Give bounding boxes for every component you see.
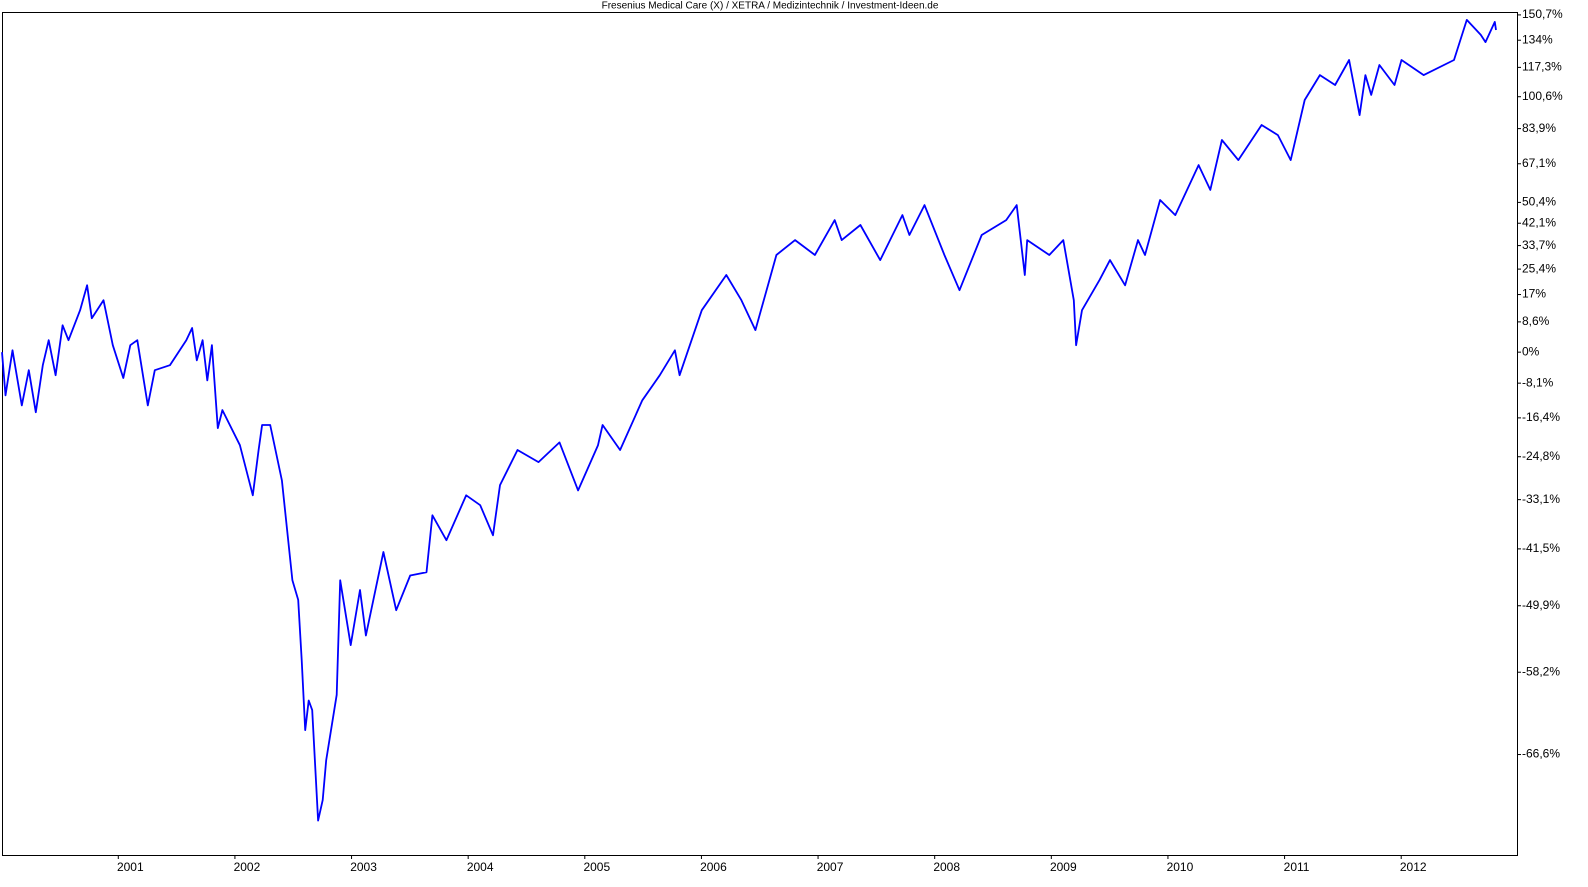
y-tick-label: 134% xyxy=(1522,32,1553,46)
y-tick-label: -41,5% xyxy=(1522,541,1560,555)
plot-frame xyxy=(2,12,1518,856)
y-tick-label: 17% xyxy=(1522,287,1546,301)
y-tick-label: 8,6% xyxy=(1522,314,1550,328)
y-tick-label: 42,1% xyxy=(1522,215,1556,229)
chart-title: Fresenius Medical Care (X) / XETRA / Med… xyxy=(602,1,939,12)
y-tick-label: -58,2% xyxy=(1522,664,1560,678)
x-tick-label: 2008 xyxy=(933,860,960,874)
x-tick-label: 2006 xyxy=(700,860,727,874)
y-tick-label: 67,1% xyxy=(1522,156,1556,170)
x-tick-label: 2012 xyxy=(1400,860,1427,874)
y-tick-label: -33,1% xyxy=(1522,492,1560,506)
y-tick-label: 33,7% xyxy=(1522,238,1556,252)
y-tick-label: 100,6% xyxy=(1522,89,1563,103)
x-tick-label: 2003 xyxy=(350,860,377,874)
y-tick-label: -24,8% xyxy=(1522,449,1560,463)
y-tick-label: -66,6% xyxy=(1522,747,1560,761)
y-tick-label: 50,4% xyxy=(1522,195,1556,209)
x-tick-label: 2007 xyxy=(817,860,844,874)
y-tick-label: 83,9% xyxy=(1522,121,1556,135)
y-tick-label: 25,4% xyxy=(1522,261,1556,275)
y-tick-label: -16,4% xyxy=(1522,410,1560,424)
x-tick-label: 2010 xyxy=(1167,860,1194,874)
y-tick-label: 150,7% xyxy=(1522,7,1563,21)
y-tick-label: 117,3% xyxy=(1522,60,1562,74)
x-tick-label: 2001 xyxy=(117,860,144,874)
y-tick-label: -8,1% xyxy=(1522,375,1554,389)
x-tick-label: 2002 xyxy=(234,860,261,874)
y-tick-label: -49,9% xyxy=(1522,598,1560,612)
y-tick-label: 0% xyxy=(1522,344,1540,358)
x-tick-label: 2011 xyxy=(1284,860,1310,874)
x-tick-label: 2009 xyxy=(1050,860,1077,874)
price-line xyxy=(1,19,1497,822)
x-tick-label: 2005 xyxy=(583,860,610,874)
x-tick-label: 2004 xyxy=(467,860,494,874)
